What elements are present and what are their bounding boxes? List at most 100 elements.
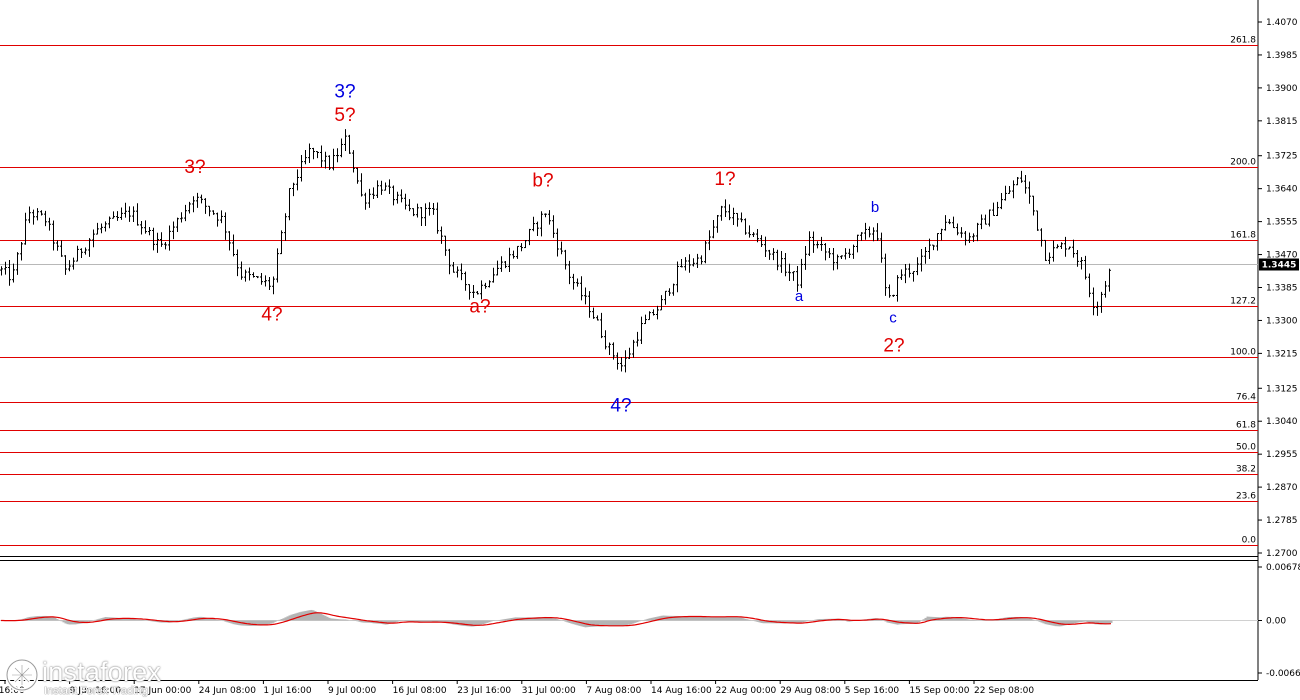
- ohlc-bar: [308, 143, 311, 163]
- ohlc-bar: [216, 212, 219, 227]
- ohlc-bar: [748, 225, 751, 238]
- ohlc-bar: [224, 212, 227, 240]
- ohlc-bar: [492, 267, 495, 283]
- wave-label: 4?: [610, 396, 631, 417]
- ohlc-bar: [88, 238, 91, 257]
- price-tick-label: 1.3300: [1266, 316, 1298, 326]
- ohlc-bar: [1060, 242, 1063, 249]
- price-tick-label: 1.4070: [1266, 18, 1298, 28]
- fib-level-label: 76.4: [1236, 393, 1256, 403]
- ohlc-bar: [544, 213, 547, 218]
- ohlc-bar: [760, 235, 763, 247]
- ohlc-bar: [660, 295, 663, 311]
- ohlc-bar: [360, 173, 363, 197]
- ohlc-bar: [508, 247, 511, 272]
- ohlc-bar: [684, 257, 687, 271]
- ohlc-bar: [200, 194, 203, 204]
- ohlc-bar: [48, 217, 51, 231]
- ohlc-bar: [1076, 249, 1079, 267]
- ohlc-bar: [812, 231, 815, 253]
- ohlc-bar: [928, 238, 931, 260]
- ohlc-bar: [608, 342, 611, 356]
- time-tick-label: 31 Jul 00:00: [522, 686, 576, 696]
- ohlc-bar: [708, 230, 711, 251]
- wave-label: a: [795, 288, 804, 305]
- ohlc-bar: [680, 258, 683, 268]
- price-axis: 1.4070 1.3985 1.3900 1.3815 1.3725 1.3640 1.35…: [1258, 18, 1298, 559]
- ohlc-bar: [980, 214, 983, 230]
- ohlc-bar: [776, 249, 779, 271]
- ohlc-bar: [540, 211, 543, 237]
- wave-label: 3?: [184, 157, 205, 178]
- ohlc-bar: [696, 253, 699, 269]
- logo-brand: instaforex: [42, 657, 162, 687]
- price-tick-label: 1.3555: [1266, 218, 1298, 228]
- ohlc-bar: [292, 182, 295, 197]
- ohlc-bar: [960, 227, 963, 238]
- ohlc-bar: [1048, 252, 1051, 265]
- time-tick-label: 16 Jul 08:00: [393, 686, 447, 696]
- ohlc-bar: [964, 230, 967, 246]
- ohlc-bar: [340, 138, 343, 158]
- ohlc-bar: [988, 209, 991, 227]
- ohlc-bar: [784, 252, 787, 277]
- ohlc-bar: [556, 228, 559, 257]
- wave-label: b: [871, 199, 879, 216]
- ohlc-bar: [664, 290, 667, 305]
- ohlc-bar: [288, 188, 291, 221]
- macd-tick-label: 0.00: [1266, 617, 1286, 627]
- ohlc-bar: [380, 180, 383, 195]
- price-tick-label: 1.3725: [1266, 152, 1298, 162]
- ohlc-bar: [700, 255, 703, 265]
- ohlc-bar: [712, 219, 715, 239]
- ohlc-bar: [444, 235, 447, 256]
- ohlc-bar: [832, 247, 835, 271]
- price-tick-label: 1.2955: [1266, 450, 1298, 460]
- ohlc-bar: [656, 305, 659, 320]
- ohlc-bar: [1068, 246, 1071, 250]
- ohlc-bar: [496, 260, 499, 276]
- ohlc-bar: [732, 207, 735, 226]
- fibonacci-levels: 261.8 200.0 161.8 127.2 100.0 76.4 61.8 50.0 38.…: [0, 36, 1258, 546]
- ohlc-bar: [448, 248, 451, 275]
- ohlc-bar: [572, 273, 575, 290]
- ohlc-bar: [408, 199, 411, 212]
- ohlc-bar: [588, 291, 591, 318]
- ohlc-bar: [16, 252, 19, 275]
- ohlc-bar: [820, 236, 823, 251]
- ohlc-bar: [188, 201, 191, 214]
- ohlc-bar: [792, 271, 795, 281]
- ohlc-bar: [284, 213, 287, 241]
- fib-level-label: 0.0: [1242, 536, 1257, 546]
- ohlc-bar: [168, 225, 171, 251]
- ohlc-bar: [948, 218, 951, 225]
- ohlc-bar: [384, 182, 387, 191]
- ohlc-bar: [848, 248, 851, 259]
- ohlc-bar: [744, 218, 747, 235]
- ohlc-bar: [148, 226, 151, 236]
- fib-level-label: 100.0: [1230, 348, 1256, 358]
- ohlc-bar: [144, 220, 147, 234]
- fib-level-label: 38.2: [1236, 465, 1256, 475]
- ohlc-bar: [344, 129, 347, 151]
- ohlc-bar: [852, 244, 855, 259]
- ohlc-bar: [652, 309, 655, 316]
- ohlc-bar: [952, 216, 955, 229]
- ohlc-bar: [0, 266, 3, 276]
- ohlc-bar: [272, 276, 275, 295]
- ohlc-bar: [648, 311, 651, 321]
- fib-level-label: 200.0: [1230, 158, 1256, 168]
- ohlc-bar: [356, 167, 359, 184]
- ohlc-bar: [324, 151, 327, 169]
- ohlc-bar: [944, 215, 947, 231]
- ohlc-bar: [772, 248, 775, 261]
- ohlc-bar: [636, 331, 639, 347]
- ohlc-bar: [424, 203, 427, 227]
- ohlc-bar: [576, 278, 579, 287]
- price-tick-label: 1.3470: [1266, 251, 1298, 261]
- ohlc-bar: [1012, 180, 1015, 199]
- ohlc-bar: [1080, 257, 1083, 270]
- time-tick-label: 23 Jul 16:00: [457, 686, 511, 696]
- price-tick-label: 1.2870: [1266, 483, 1298, 493]
- ohlc-bar: [904, 263, 907, 284]
